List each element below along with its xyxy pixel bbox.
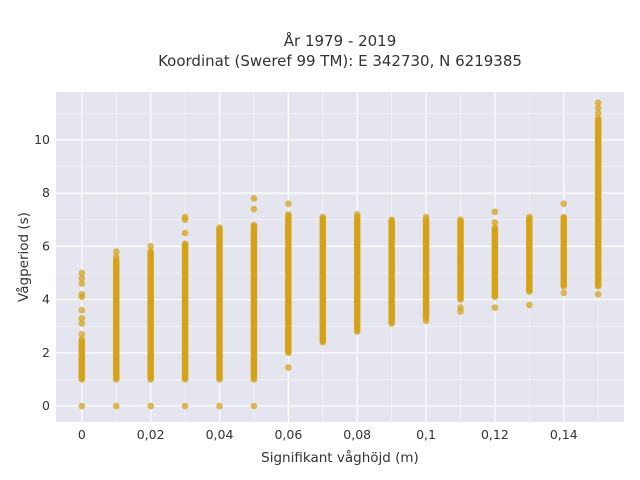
data-point (491, 219, 499, 226)
plot-area (56, 92, 624, 422)
y-tick-label: 4 (42, 292, 50, 307)
data-point (78, 269, 86, 277)
data-point (560, 213, 568, 221)
data-point (526, 213, 533, 221)
data-point (491, 208, 499, 216)
x-tick-label: 0 (78, 427, 86, 442)
data-point (250, 221, 258, 229)
data-point (250, 195, 258, 202)
x-tick-label: 0,02 (137, 427, 165, 442)
data-point (457, 304, 464, 311)
data-point (457, 216, 464, 224)
data-point (78, 336, 86, 343)
data-point (491, 224, 499, 232)
data-point (78, 330, 86, 338)
data-point (78, 306, 86, 314)
data-points (78, 99, 602, 410)
data-point (594, 104, 602, 112)
x-tick-label: 0,08 (343, 427, 371, 442)
data-point (78, 402, 86, 410)
x-axis-ticks: 0 0,02 0,04 0,06 0,08 0,1 0,12 0,14 (78, 427, 578, 442)
data-point (594, 115, 602, 122)
y-tick-label: 6 (42, 238, 50, 253)
y-tick-label: 2 (42, 345, 50, 360)
data-point (181, 213, 189, 221)
data-point (216, 402, 223, 410)
data-point (319, 213, 327, 221)
data-point (285, 364, 292, 371)
data-point (560, 200, 568, 208)
x-axis-label: Signifikant våghöjd (m) (261, 449, 419, 466)
x-tick-label: 0,12 (481, 427, 509, 442)
data-point (78, 314, 86, 322)
data-point (78, 320, 86, 327)
y-tick-label: 10 (34, 132, 50, 147)
data-point (181, 402, 189, 410)
chart-title-line2: Koordinat (Sweref 99 TM): E 342730, N 62… (158, 52, 522, 70)
data-point (422, 213, 430, 221)
x-tick-label: 0,04 (206, 427, 234, 442)
data-point (560, 289, 568, 297)
y-axis-ticks: 0 2 4 6 8 10 (34, 132, 50, 413)
data-point (285, 200, 292, 208)
x-tick-label: 0,06 (274, 427, 302, 442)
data-point (594, 99, 602, 106)
data-point (78, 290, 86, 298)
y-tick-label: 8 (42, 185, 50, 200)
data-point (147, 243, 154, 250)
data-point (112, 248, 120, 255)
data-point (526, 301, 533, 309)
data-point (388, 216, 395, 224)
data-point (78, 280, 86, 287)
data-point (181, 229, 189, 237)
data-point (181, 240, 189, 247)
data-point (216, 224, 223, 232)
data-point (285, 211, 292, 218)
data-point (491, 304, 499, 311)
chart-title-line1: År 1979 - 2019 (284, 31, 397, 50)
data-point (250, 205, 258, 213)
data-point (147, 402, 154, 410)
data-point (353, 211, 361, 218)
y-tick-label: 0 (42, 398, 50, 413)
x-tick-label: 0,14 (550, 427, 578, 442)
data-point (594, 290, 602, 298)
data-point (422, 317, 430, 325)
y-axis-label: Vågperiod (s) (15, 212, 32, 302)
data-point (250, 402, 258, 410)
data-point (594, 109, 602, 117)
x-tick-label: 0,1 (416, 427, 436, 442)
data-point (147, 248, 154, 255)
data-point (78, 274, 86, 282)
data-point (112, 253, 120, 261)
data-point (112, 402, 120, 410)
